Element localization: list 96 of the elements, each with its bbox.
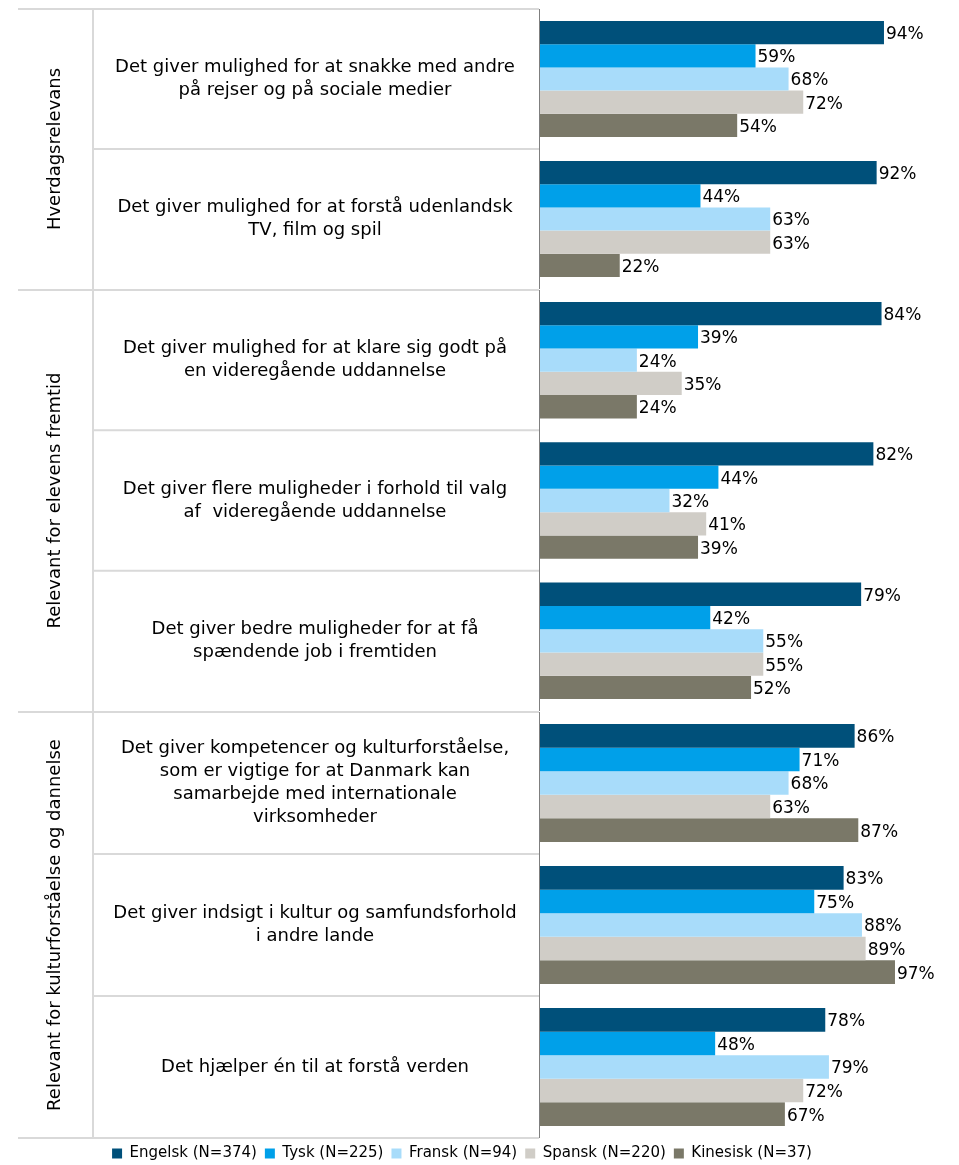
- bar: [539, 675, 752, 700]
- data-label: 92%: [878, 162, 917, 183]
- data-label: 68%: [790, 773, 829, 794]
- y-tick-label: Det giver mulighed for at snakke med andre på rejser og på sociale medier: [115, 55, 515, 100]
- bar: [539, 794, 771, 819]
- bar: [539, 253, 620, 278]
- data-label: 94%: [885, 22, 924, 43]
- bar: [539, 207, 771, 231]
- data-label: 75%: [816, 891, 855, 912]
- data-label: 41%: [708, 514, 746, 535]
- bar: [539, 629, 764, 653]
- legend-label: Engelsk (N=374): [129, 1143, 257, 1162]
- legend-label: Tysk (N=225): [281, 1143, 384, 1162]
- bar: [539, 230, 771, 254]
- data-label: 71%: [801, 749, 840, 770]
- y-tick-label: Det giver bedre muligheder for at få spændende job i fremtiden: [151, 617, 479, 662]
- bar: [539, 1008, 826, 1032]
- data-label: 97%: [896, 962, 935, 983]
- bar: [539, 325, 699, 349]
- bar: [539, 395, 637, 419]
- data-label: 42%: [712, 607, 751, 628]
- data-label: 59%: [757, 46, 796, 67]
- data-label: 78%: [827, 1010, 866, 1031]
- bar: [539, 936, 866, 961]
- bar: [539, 913, 862, 937]
- y-tick-label: Det giver kompetencer og kulturforståelse, som er vigtige for at Danmark kan samarbejde med internationale virksomheder: [120, 736, 510, 827]
- y-tick-label: Det giver mulighed for at klare sig godt på en videregående uddannelse: [122, 336, 508, 381]
- bar: [539, 818, 859, 842]
- bar: [539, 889, 815, 914]
- y-tick-label: Det giver mulighed for at forstå udenlandsk TV, film og spil: [117, 195, 514, 240]
- data-label: 72%: [805, 92, 844, 113]
- bar: [539, 301, 882, 326]
- bar: [539, 184, 701, 208]
- data-label: 39%: [700, 327, 738, 348]
- data-label: 63%: [772, 232, 811, 253]
- y-tick-label: Det giver flere muligheder i forhold til valg af videregående uddannelse: [122, 476, 508, 521]
- bar: [539, 652, 764, 676]
- bar: [539, 465, 719, 489]
- legend-label: Fransk (N=94): [408, 1143, 518, 1162]
- data-label: 89%: [867, 938, 906, 959]
- bar: [539, 512, 707, 536]
- text: Hverdagsrelevans: [42, 67, 64, 231]
- data-label: 82%: [875, 444, 914, 465]
- bar: [539, 1078, 804, 1103]
- bar: [539, 747, 800, 772]
- data-label: 84%: [883, 304, 922, 324]
- data-label: 55%: [765, 654, 804, 675]
- data-label: 22%: [621, 255, 660, 276]
- bar: [539, 20, 884, 45]
- bar: [539, 1031, 716, 1056]
- bar: [539, 113, 738, 138]
- data-label: 67%: [786, 1104, 825, 1125]
- data-label: 32%: [671, 490, 710, 511]
- legend-label: Spansk (N=220): [542, 1143, 666, 1162]
- data-label: 44%: [702, 186, 741, 207]
- data-label: 83%: [845, 868, 884, 889]
- bar: [539, 605, 711, 630]
- data-label: 54%: [739, 115, 777, 136]
- data-label: 44%: [720, 467, 759, 488]
- bar: [539, 1055, 829, 1079]
- data-label: 24%: [638, 350, 677, 371]
- bar: [539, 488, 670, 513]
- bar: [539, 348, 637, 372]
- data-label: 72%: [805, 1080, 844, 1101]
- y-tick-label: Det hjælper én til at forstå verden: [161, 1054, 469, 1076]
- bar: [539, 371, 682, 396]
- bar: [539, 442, 874, 466]
- data-label: 79%: [863, 584, 901, 605]
- data-label: 48%: [717, 1033, 755, 1054]
- data-label: 86%: [856, 726, 895, 747]
- data-label: 55%: [765, 631, 804, 652]
- bar: [539, 1102, 785, 1126]
- text: Relevant for elevens fremtid: [42, 372, 64, 629]
- bar: [539, 724, 855, 748]
- data-label: 24%: [638, 397, 677, 418]
- data-label: 39%: [700, 537, 738, 558]
- y-tick-label: Det giver indsigt i kultur og samfundsforhold i andre lande: [113, 901, 517, 946]
- data-label: 63%: [772, 796, 811, 817]
- bar: [539, 160, 877, 185]
- bar: [539, 90, 804, 114]
- data-label: 88%: [863, 915, 902, 936]
- data-label: 63%: [772, 209, 811, 230]
- data-label: 68%: [790, 69, 829, 90]
- bar: [539, 44, 756, 68]
- bar: [539, 866, 844, 890]
- legend-label: Kinesisk (N=37): [691, 1143, 812, 1162]
- data-label: 87%: [860, 820, 899, 841]
- bar: [539, 960, 895, 984]
- bar: [539, 535, 699, 559]
- bar: [539, 67, 789, 91]
- data-label: 35%: [683, 373, 722, 394]
- bar: [539, 771, 789, 795]
- text: Relevant for kulturforståelse og dannelse: [42, 739, 64, 1111]
- data-label: 79%: [830, 1057, 869, 1078]
- data-label: 52%: [753, 677, 791, 698]
- bar: [539, 582, 862, 606]
